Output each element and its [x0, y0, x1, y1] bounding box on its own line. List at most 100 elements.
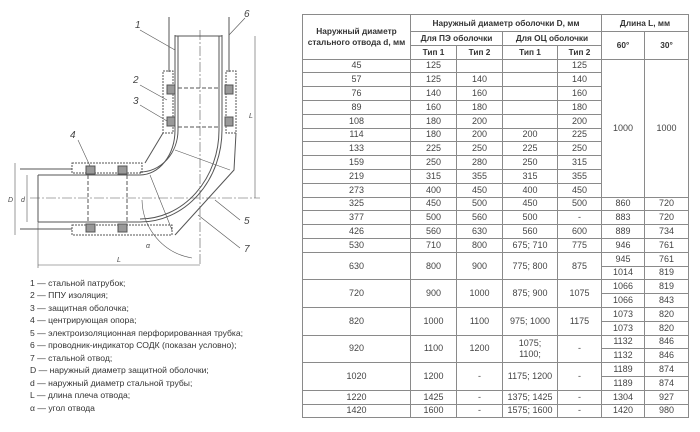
dimensions-table: Наружный диаметр стального отвода d, мм … [302, 14, 690, 419]
cell-pe-type1: 400 [410, 182, 457, 198]
cell-pe-type1: 160 [410, 99, 457, 115]
cell-length-30: 874 [643, 362, 690, 377]
cell-pe-type2: 160 [456, 86, 503, 101]
label-L-right: L [249, 113, 253, 120]
cell-oc-type2: 160 [557, 86, 602, 101]
cell-steel-diameter: 1020 [302, 362, 411, 391]
cell-steel-diameter: 920 [302, 334, 411, 364]
cell-oc-type2: 600 [557, 224, 602, 239]
cell-steel-diameter: 89 [302, 99, 411, 115]
table-row: 114 180 200 200 225 [302, 127, 689, 143]
cell-oc-type2: 250 [557, 141, 602, 157]
header-shell-diameter: Наружный диаметр оболочки D, мм [410, 14, 602, 32]
table-row: 426 560 630 560 600 889 734 [302, 224, 690, 239]
cell-pe-type1: 315 [410, 168, 457, 184]
label-d: d [21, 197, 26, 204]
cell-length-30: 874 [643, 375, 690, 391]
label-1: 1 [135, 20, 141, 31]
header-pe-type1: Тип 1 [410, 44, 457, 60]
cell-length-60: 1132 [601, 348, 645, 364]
cell-pe-type1: 125 [410, 58, 457, 74]
cell-steel-diameter: 114 [302, 127, 411, 143]
cell-length-60: 883 [601, 210, 645, 226]
cell-pe-type2: - [456, 403, 503, 419]
table-row: 820 1000 1100 975; 1000 1175 1073 820 [302, 306, 690, 336]
cell-length-60: 1066 [601, 279, 645, 295]
header-oc-type2: Тип 2 [557, 44, 602, 60]
cell-pe-type2: - [456, 362, 503, 391]
cell-oc-type1 [502, 99, 558, 115]
elbow-drawing: 1 6 2 3 4 5 7 D d L L α [8, 9, 260, 268]
cell-pe-type2: 280 [456, 155, 503, 170]
cell-pe-type2 [456, 58, 503, 74]
cell-steel-diameter: 133 [302, 141, 411, 157]
legend-item: D — наружный диаметр защитной оболочки; [30, 365, 209, 376]
table-row: 273 400 450 400 450 [302, 182, 689, 198]
cell-steel-diameter: 219 [302, 168, 411, 184]
table-row: 1020 1200-1175; 1200-1189 874 [302, 362, 690, 391]
cell-oc-type1: 200 [502, 127, 558, 143]
legend-item: 3 — защитная оболочка; [30, 302, 129, 313]
legend-item: 6 — проводник-индикатор СОДК (показан ус… [30, 340, 237, 351]
cell-pe-type1: 180 [410, 127, 457, 143]
cell-pe-type1: 560 [410, 224, 457, 239]
cell-oc-type1: 975; 1000 [502, 306, 558, 336]
cell-oc-type2: 200 [557, 113, 602, 129]
cell-length-30: 734 [643, 224, 690, 239]
legend-item: 7 — стальной отвод; [30, 352, 113, 363]
cell-pe-type2: 200 [456, 127, 503, 143]
header-pe-shell: Для ПЭ оболочки [410, 31, 503, 46]
cell-oc-type1: 1575; 1600 [502, 403, 558, 419]
header-steel-diameter: Наружный диаметр стального отвода d, мм [302, 14, 411, 60]
label-7: 7 [244, 244, 250, 255]
cell-length-30: 1000 [643, 58, 690, 198]
cell-oc-type1: 560 [502, 224, 558, 239]
cell-oc-type1: 1075; 1100; [502, 334, 558, 364]
label-4: 4 [70, 130, 76, 141]
cell-oc-type2: 125 [557, 58, 602, 74]
cell-pe-type2: 1200 [456, 334, 503, 364]
table-row: 630 800 900 775; 800 875 945 761 [302, 251, 690, 281]
cell-oc-type1: 1175; 1200 [502, 362, 558, 391]
cell-oc-type1: 675; 710 [502, 237, 558, 253]
cell-oc-type1: 250 [502, 155, 558, 170]
cell-oc-type1 [502, 113, 558, 129]
cell-steel-diameter: 530 [302, 237, 411, 253]
cell-pe-type2: 180 [456, 99, 503, 115]
cell-pe-type1: 225 [410, 141, 457, 157]
label-2: 2 [132, 75, 139, 86]
label-L-bottom: L [117, 257, 121, 264]
legend: 1 — стальной патрубок; 2 — ППУ изоляция; 3… [30, 277, 243, 414]
cell-oc-type1 [502, 58, 558, 74]
legend-item: 1 — стальной патрубок; [30, 278, 126, 288]
header-pe-type2: Тип 2 [456, 44, 503, 60]
cell-pe-type2: 140 [456, 72, 503, 88]
cell-oc-type2: 315 [557, 155, 602, 170]
cell-length-60: 1420 [601, 403, 645, 419]
cell-oc-type1: 315 [502, 168, 558, 184]
cell-length-30: 927 [643, 389, 690, 405]
table-row: 325 450 500 450 500 860 720 [302, 196, 690, 212]
cell-length-60: 1189 [601, 362, 645, 377]
cell-oc-type1: 450 [502, 196, 558, 212]
cell-oc-type1: 400 [502, 182, 558, 198]
cell-oc-type1: 775; 800 [502, 251, 558, 281]
label-6: 6 [244, 9, 250, 20]
cell-pe-type2: 560 [456, 210, 503, 226]
cell-length-60: 860 [601, 196, 645, 212]
cell-steel-diameter: 426 [302, 224, 411, 239]
table-row: 377 500 560 500-883 720 [302, 210, 690, 226]
cell-length-30: 820 [643, 306, 690, 322]
table-row: 159 250 280 250 315 [302, 155, 689, 170]
cell-length-60: 1073 [601, 306, 645, 322]
cell-pe-type1: 1100 [410, 334, 457, 364]
table-row: 530 710 800 675; 710 775 946 761 [302, 237, 690, 253]
cell-length-30: 761 [643, 237, 690, 253]
cell-steel-diameter: 630 [302, 251, 411, 281]
cell-length-60: 1304 [601, 389, 645, 405]
cell-pe-type2: 200 [456, 113, 503, 129]
cell-length-30: 720 [643, 210, 690, 226]
cell-pe-type1: 1200 [410, 362, 457, 391]
cell-oc-type2: 180 [557, 99, 602, 115]
header-angle-30: 30° [643, 31, 690, 60]
